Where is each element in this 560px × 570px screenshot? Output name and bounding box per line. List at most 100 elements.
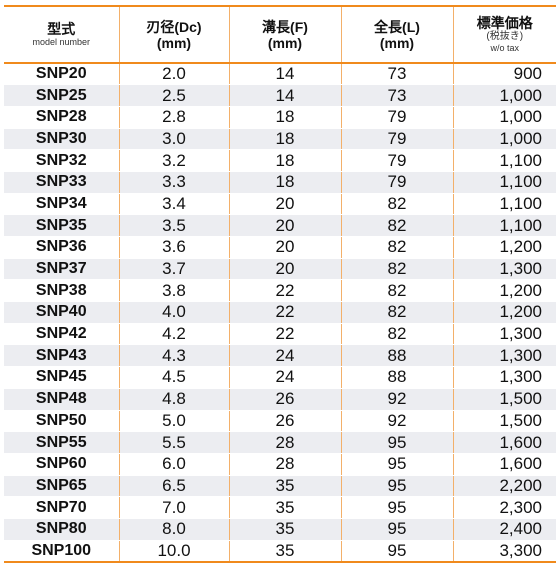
header-flute-unit: (mm): [267, 34, 303, 51]
flute-length-cell: 20: [228, 214, 341, 237]
model-cell: SNP100: [4, 540, 119, 563]
flute-length-cell: 28: [228, 453, 341, 476]
table-row: SNP38 3.8 22 82 1,200: [4, 279, 556, 303]
price-cell: 1,200: [452, 236, 556, 259]
flute-length-cell: 18: [228, 171, 341, 194]
diameter-cell: 8.0: [118, 518, 229, 541]
price-cell: 1,500: [452, 388, 556, 411]
price-cell: 1,000: [452, 84, 556, 107]
price-cell: 3,300: [452, 540, 556, 563]
header-price-title: 標準価格: [476, 15, 533, 31]
model-cell: SNP28: [4, 106, 119, 129]
flute-length-cell: 35: [228, 496, 341, 519]
price-cell: 1,200: [452, 301, 556, 324]
price-cell: 1,100: [452, 171, 556, 194]
table-row: SNP43 4.3 24 88 1,300: [4, 344, 556, 368]
model-cell: SNP40: [4, 301, 119, 324]
table-row: SNP80 8.0 35 95 2,400: [4, 518, 556, 541]
model-cell: SNP33: [4, 171, 119, 194]
overall-length-cell: 79: [340, 106, 453, 129]
flute-length-cell: 20: [228, 236, 341, 259]
overall-length-cell: 79: [340, 171, 453, 194]
overall-length-cell: 95: [340, 496, 453, 519]
flute-length-cell: 22: [228, 323, 341, 346]
header-diameter-unit: (mm): [156, 34, 192, 51]
flute-length-cell: 28: [228, 431, 341, 454]
header-row: 型式 model number 刃径(Dc) (mm) 溝長(F) (mm) 全…: [4, 5, 556, 64]
model-cell: SNP60: [4, 453, 119, 476]
flute-length-cell: 26: [228, 410, 341, 433]
price-cell: 2,400: [452, 518, 556, 541]
overall-length-cell: 82: [340, 193, 453, 216]
diameter-cell: 4.3: [118, 344, 229, 368]
diameter-cell: 6.5: [118, 475, 229, 498]
model-cell: SNP32: [4, 149, 119, 172]
overall-length-cell: 92: [340, 410, 453, 433]
diameter-cell: 3.0: [118, 128, 229, 151]
price-cell: 1,600: [452, 453, 556, 476]
diameter-cell: 3.3: [118, 171, 229, 194]
price-cell: 1,000: [452, 128, 556, 151]
table-row: SNP100 10.0 35 95 3,300: [4, 540, 556, 563]
diameter-cell: 5.5: [118, 431, 229, 454]
header-diameter-title: 刃径(Dc): [146, 18, 202, 35]
flute-length-cell: 26: [228, 388, 341, 411]
price-cell: 1,300: [452, 323, 556, 346]
diameter-cell: 2.5: [118, 84, 229, 107]
diameter-cell: 4.2: [118, 323, 229, 346]
price-cell: 1,100: [452, 193, 556, 216]
price-cell: 1,300: [452, 366, 556, 389]
table-row: SNP28 2.8 18 79 1,000: [4, 106, 556, 129]
table-row: SNP30 3.0 18 79 1,000: [4, 128, 556, 151]
model-cell: SNP48: [4, 388, 119, 411]
header-price: 標準価格 (税抜き) w/o tax: [452, 5, 556, 64]
flute-length-cell: 24: [228, 366, 341, 389]
overall-length-cell: 82: [340, 214, 453, 237]
price-cell: 1,600: [452, 431, 556, 454]
price-cell: 1,300: [452, 258, 556, 281]
overall-length-cell: 88: [340, 344, 453, 368]
header-model: 型式 model number: [4, 5, 119, 64]
model-cell: SNP55: [4, 431, 119, 454]
header-length-unit: (mm): [379, 34, 415, 51]
model-cell: SNP34: [4, 193, 119, 216]
flute-length-cell: 20: [228, 258, 341, 281]
overall-length-cell: 82: [340, 323, 453, 346]
model-cell: SNP36: [4, 236, 119, 259]
table-row: SNP36 3.6 20 82 1,200: [4, 236, 556, 259]
price-cell: 1,500: [452, 410, 556, 433]
overall-length-cell: 82: [340, 301, 453, 324]
overall-length-cell: 82: [340, 236, 453, 259]
table-row: SNP34 3.4 20 82 1,100: [4, 193, 556, 216]
model-cell: SNP25: [4, 84, 119, 107]
price-cell: 2,300: [452, 496, 556, 519]
diameter-cell: 4.8: [118, 388, 229, 411]
overall-length-cell: 82: [340, 279, 453, 303]
price-table: 型式 model number 刃径(Dc) (mm) 溝長(F) (mm) 全…: [4, 5, 556, 563]
header-price-sub2: w/o tax: [490, 43, 519, 53]
header-flute-title: 溝長(F): [262, 18, 308, 35]
table-body: SNP20 2.0 14 73 900 SNP25 2.5 14 73 1,000 SNP28 2.8…: [4, 63, 556, 563]
diameter-cell: 3.8: [118, 279, 229, 303]
diameter-cell: 5.0: [118, 410, 229, 433]
model-cell: SNP50: [4, 410, 119, 433]
price-cell: 2,200: [452, 475, 556, 498]
overall-length-cell: 95: [340, 518, 453, 541]
table-row: SNP32 3.2 18 79 1,100: [4, 149, 556, 172]
table-row: SNP65 6.5 35 95 2,200: [4, 475, 556, 498]
price-cell: 1,200: [452, 279, 556, 303]
header-length-title: 全長(L): [374, 18, 420, 35]
overall-length-cell: 95: [340, 453, 453, 476]
overall-length-cell: 95: [340, 540, 453, 563]
diameter-cell: 2.0: [118, 63, 229, 86]
table-row: SNP25 2.5 14 73 1,000: [4, 84, 556, 107]
table-header: 型式 model number 刃径(Dc) (mm) 溝長(F) (mm) 全…: [4, 5, 556, 64]
diameter-cell: 3.2: [118, 149, 229, 172]
table-row: SNP45 4.5 24 88 1,300: [4, 366, 556, 389]
flute-length-cell: 22: [228, 301, 341, 324]
model-cell: SNP65: [4, 475, 119, 498]
header-model-sub: model number: [32, 37, 91, 47]
flute-length-cell: 20: [228, 193, 341, 216]
overall-length-cell: 95: [340, 475, 453, 498]
flute-length-cell: 18: [228, 106, 341, 129]
